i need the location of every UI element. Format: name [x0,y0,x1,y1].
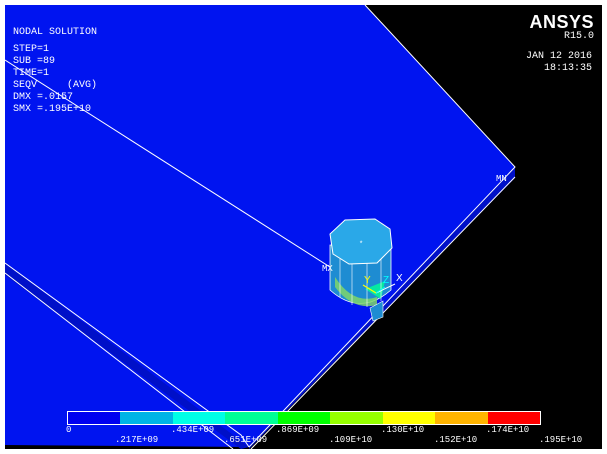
legend-color-segment [120,412,173,424]
legend-label: .651E+09 [224,435,268,445]
axis-x-label: X [396,273,403,284]
logo-release: R15.0 [563,31,594,42]
stress-gradient [335,277,377,307]
cylinder-center-mark: * [359,241,363,249]
legend-color-segment [330,412,383,424]
info-step: STEP=1 [13,44,50,55]
time-label: 18:13:35 [543,63,592,74]
date-time: JAN 12 2016 18:13:35 [526,51,592,75]
legend-label: .174E+10 [486,425,530,435]
max-marker: MX [322,264,333,274]
info-sub: SUB =89 [13,56,56,67]
plate-edge [248,5,516,448]
legend-label: 0 [66,425,72,435]
axis-z-label: Z [383,275,390,286]
date-label: JAN 12 2016 [525,51,592,62]
legend-label: .130E+10 [381,425,425,435]
cylinder-stem [369,300,384,322]
info-seqv: SEQV (AVG) [13,80,98,91]
logo-brand: ANSYS [529,12,594,32]
axis-y-label: Y [364,275,371,286]
triad-x-axis [375,283,396,294]
legend-label: .109E+10 [329,435,373,445]
plate-left-edge [5,262,250,448]
legend-color-segment [487,412,540,424]
legend-color-segment [172,412,226,424]
plate-top-face [5,5,515,447]
info-dmx: DMX =.0157 [13,92,74,103]
legend-color-segment [277,412,331,424]
graphics-window[interactable]: * NODAL SOLUTION STEP=1 SUB =89 TIME=1 S… [5,5,602,449]
model-viewport[interactable]: * [5,5,602,449]
stress-hotspot [365,281,385,299]
legend-label: .869E+09 [276,425,320,435]
info-time: TIME=1 [13,68,50,79]
legend-label: .217E+09 [115,435,159,445]
legend-label: .152E+10 [434,435,478,445]
legend-color-segment [225,412,278,424]
triad-z-axis [375,286,386,294]
legend-color-segment [68,412,121,424]
contour-legend-bar [67,411,541,425]
legend-label: .434E+09 [171,425,215,435]
plate-left-side-face [5,263,249,449]
legend-color-segment [382,412,436,424]
ansys-logo: ANSYS R15.0 [529,13,594,43]
cylinder-top-cap [329,218,393,265]
legend-color-segment [435,412,488,424]
legend-label: .195E+10 [539,435,583,445]
title-label: NODAL SOLUTION [13,27,98,38]
triad-y-axis [362,284,377,294]
info-smx: SMX =.195E+10 [13,104,92,115]
min-marker: MN [496,174,507,184]
model-line [5,59,378,298]
